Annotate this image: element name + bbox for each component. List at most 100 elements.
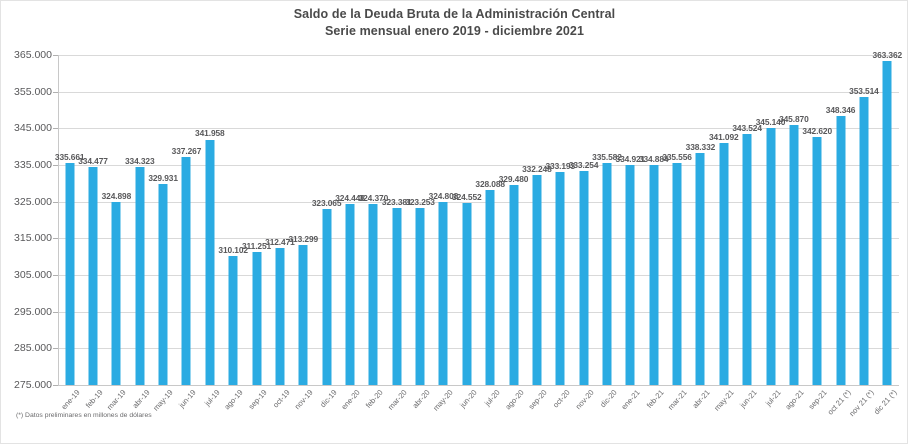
bar[interactable] <box>438 202 448 385</box>
x-axis-tick-label: ene-20 <box>339 388 362 412</box>
bar[interactable] <box>228 256 238 385</box>
y-axis-labels: 275.000 285.000 295.000 305.000 315.000 325.0… <box>0 49 52 391</box>
gridline <box>58 55 899 56</box>
bar[interactable] <box>532 175 542 385</box>
x-axis-tick-label: mar-19 <box>105 388 129 412</box>
x-axis-tick-label: mar-21 <box>666 388 689 412</box>
bar-slot: 332.248 <box>522 55 552 385</box>
bar-slot: 334.884 <box>639 55 669 385</box>
y-axis-tick-label: 305.000 <box>14 269 52 281</box>
bar[interactable] <box>719 142 729 385</box>
bar[interactable] <box>485 190 495 385</box>
y-axis-tick <box>53 385 58 386</box>
gridline <box>58 311 899 313</box>
bar[interactable] <box>275 247 285 385</box>
x-axis-tick-label: jul-20 <box>482 388 502 408</box>
y-axis-tick <box>53 238 58 240</box>
bar[interactable] <box>345 203 355 385</box>
bar-slot: 335.661 <box>55 55 85 385</box>
bar-slot: 312.471 <box>265 55 295 385</box>
bar-slot: 333.254 <box>569 55 598 385</box>
x-axis-tick-label: jun-21 <box>738 388 759 410</box>
bar-slot: 310.102 <box>218 55 248 385</box>
bar[interactable] <box>742 133 752 385</box>
bar-value-label: 329.931 <box>148 172 178 183</box>
bar-slot: 343.524 <box>732 55 762 385</box>
bar-slot: 333.193 <box>545 55 575 385</box>
x-axis-tick-label: dic-20 <box>598 388 619 410</box>
bar-slot: 353.514 <box>849 55 879 385</box>
y-axis-tick <box>53 201 58 203</box>
bar-value-label: 343.524 <box>732 122 762 133</box>
bar[interactable] <box>836 116 846 385</box>
bar[interactable] <box>65 162 75 385</box>
bar[interactable] <box>555 171 565 385</box>
bar-slot: 334.323 <box>125 55 155 385</box>
bar[interactable] <box>695 152 705 385</box>
bar-slot: 324.808 <box>429 55 458 385</box>
bar-value-label: 323.065 <box>311 197 342 208</box>
x-axis-tick-label: may-21 <box>712 388 736 413</box>
bar[interactable] <box>298 244 308 385</box>
bar[interactable] <box>625 165 635 385</box>
bar[interactable] <box>322 208 332 385</box>
bar-value-label: 328.088 <box>475 179 505 190</box>
y-axis-tick-label: 295.000 <box>14 305 52 318</box>
x-axis-tick-label: jul-21 <box>763 388 783 408</box>
x-axis-line <box>58 385 899 386</box>
bar[interactable] <box>579 171 589 385</box>
bar[interactable] <box>181 156 191 385</box>
x-axis-tick-label: oct-19 <box>270 388 292 410</box>
bar-value-label: 329.480 <box>498 174 529 185</box>
y-axis-tick-label: 285.000 <box>14 342 52 355</box>
y-axis-tick <box>53 275 58 276</box>
bar-slot: 329.931 <box>148 55 178 385</box>
bar-value-label: 313.299 <box>288 233 319 244</box>
y-axis-tick-label: 275.000 <box>14 379 52 391</box>
bar[interactable] <box>882 61 892 385</box>
x-axis-tick-label: ago-19 <box>222 388 245 412</box>
bar[interactable] <box>602 162 612 385</box>
bar-slot: 329.480 <box>499 55 528 385</box>
bar[interactable] <box>88 166 98 385</box>
bar[interactable] <box>859 97 869 385</box>
bar[interactable] <box>509 185 519 385</box>
x-axis-tick-label: abr-20 <box>410 388 432 411</box>
bar-slot: 311.251 <box>242 55 271 385</box>
bar-slot: 337.267 <box>172 55 201 385</box>
bar[interactable] <box>158 183 168 385</box>
bar[interactable] <box>649 165 659 385</box>
y-axis-tick <box>53 348 58 350</box>
gridline <box>58 238 899 240</box>
bar[interactable] <box>111 202 121 385</box>
x-axis-tick-label: dic-19 <box>317 388 339 410</box>
bar[interactable] <box>789 125 799 385</box>
bar[interactable] <box>135 167 145 385</box>
bar-value-label: 324.808 <box>428 191 459 202</box>
x-axis-tick-label: sep-20 <box>526 388 549 412</box>
x-axis-tick-label: may-19 <box>151 388 175 413</box>
y-axis-tick-label: 315.000 <box>14 232 52 245</box>
bars-layer: 335.661 334.477 324.898 334.323 329.931 337.2… <box>55 50 902 385</box>
x-axis-tick-label: jun-19 <box>177 388 199 410</box>
x-axis-tick-label: oct-20 <box>551 388 572 410</box>
bar[interactable] <box>205 139 215 385</box>
bar[interactable] <box>415 208 425 385</box>
y-axis-line <box>58 55 59 385</box>
bar[interactable] <box>672 162 682 385</box>
bar[interactable] <box>766 127 775 385</box>
bar[interactable] <box>462 203 472 385</box>
x-axis-tick-label: feb-19 <box>83 388 105 410</box>
y-axis-tick-label: 345.000 <box>14 122 52 135</box>
x-axis-tick-label: nov-19 <box>292 388 315 412</box>
bar[interactable] <box>252 252 262 385</box>
bar-value-label: 335.582 <box>592 151 622 162</box>
bar-slot: 341.092 <box>709 55 739 385</box>
bar-value-label: 324.898 <box>101 191 132 202</box>
bar[interactable] <box>368 203 378 385</box>
bar[interactable] <box>392 207 402 385</box>
bar-value-label: 333.193 <box>545 160 576 171</box>
bar-value-label: 338.332 <box>685 141 716 152</box>
bar[interactable] <box>812 137 822 385</box>
